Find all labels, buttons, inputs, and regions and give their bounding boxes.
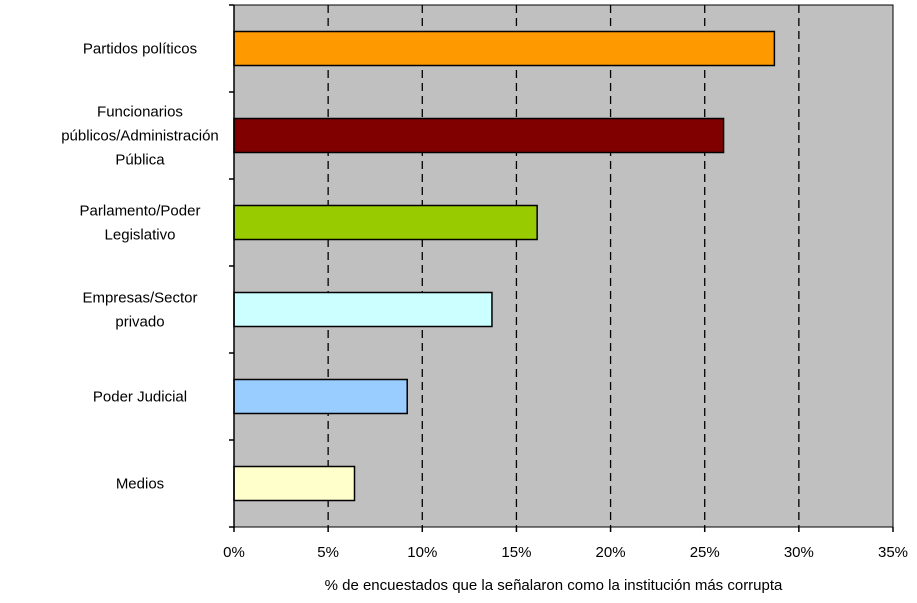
category-label: Parlamento/Poder Legislativo xyxy=(80,203,201,244)
plot-area xyxy=(233,4,894,528)
x-tick-label: 35% xyxy=(878,544,908,561)
bar xyxy=(233,117,725,154)
bars xyxy=(233,30,776,502)
x-tick-label: 30% xyxy=(784,544,814,561)
category-label: Partidos políticos xyxy=(83,41,197,58)
category-labels: Partidos políticos Funcionarios públicos/A… xyxy=(61,41,219,493)
x-axis-title: % de encuestados que la señalaron como l… xyxy=(325,577,783,594)
x-tick-label: 5% xyxy=(317,544,339,561)
category-label: Poder Judicial xyxy=(93,389,187,406)
bar xyxy=(233,30,776,67)
x-tick-label: 10% xyxy=(407,544,437,561)
x-tick-label: 15% xyxy=(501,544,531,561)
x-tick-labels: 0% 5% 10% 15% 20% 25% 30% 35% xyxy=(223,544,908,561)
bar xyxy=(233,378,408,415)
x-tick-label: 20% xyxy=(596,544,626,561)
x-tick-label: 0% xyxy=(223,544,245,561)
category-label: Funcionarios públicos/Administración Públi… xyxy=(61,104,219,169)
bar xyxy=(233,291,493,328)
y-axis xyxy=(229,4,894,532)
category-label: Empresas/Sector privado xyxy=(82,290,197,331)
bar xyxy=(233,204,538,241)
category-label: Medios xyxy=(116,476,164,493)
x-tick-label: 25% xyxy=(690,544,720,561)
bar xyxy=(233,465,356,502)
gridlines xyxy=(327,5,800,527)
